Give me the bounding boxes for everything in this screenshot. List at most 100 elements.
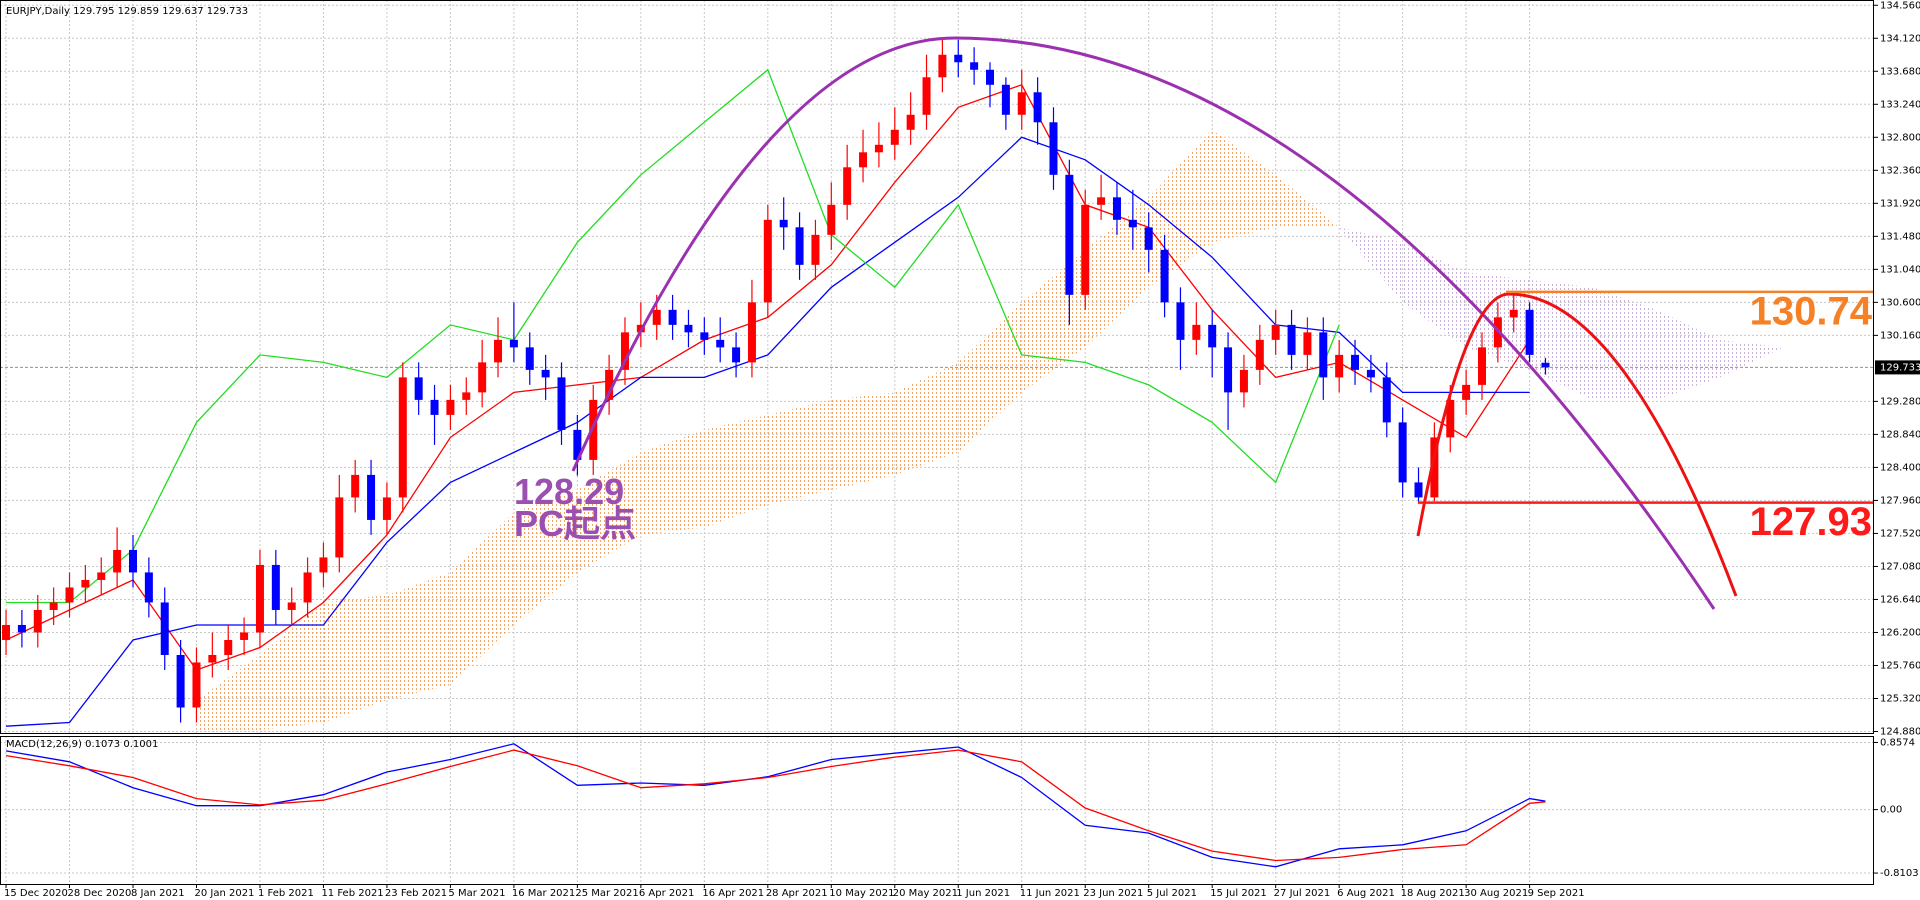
x-tick-label: 30 Aug 2021 (1464, 888, 1528, 899)
candle-body (1303, 332, 1312, 355)
candle-body (874, 144, 883, 153)
candle-body (240, 632, 249, 640)
cloud-segment (831, 392, 895, 490)
candle-body (478, 362, 487, 393)
x-tick-label: 9 Sep 2021 (1528, 888, 1585, 899)
candle-body (414, 377, 423, 400)
candle-body (620, 332, 629, 370)
candle-body (652, 309, 661, 325)
candle-body (81, 579, 90, 588)
candle-body (176, 654, 185, 708)
cloud-segment (577, 452, 641, 573)
cloud-segment (894, 362, 959, 475)
y-tick-label: 131.040 (1880, 264, 1920, 275)
candle-body (128, 549, 137, 573)
candle-body (827, 204, 836, 235)
x-tick-label: 18 Aug 2021 (1401, 888, 1465, 899)
candle-body (49, 602, 58, 610)
candle-body (1462, 384, 1471, 400)
candle-body (525, 347, 534, 370)
candle-body (1208, 324, 1217, 348)
candle-body (367, 474, 376, 520)
candle-body (33, 609, 42, 633)
candle-body (811, 234, 820, 265)
y-tick-label: 131.480 (1880, 231, 1920, 242)
candle-body (17, 624, 26, 633)
y-tick-label: 124.880 (1880, 726, 1920, 737)
candle-body (890, 129, 899, 145)
candle-body (382, 497, 391, 520)
candle-body (779, 219, 788, 228)
candle-body (1414, 482, 1423, 498)
candle-body (1112, 197, 1121, 220)
candle-body (1224, 347, 1233, 393)
candle-body (1319, 332, 1328, 378)
candle-body (589, 399, 598, 460)
main-header: EURJPY,Daily 129.795 129.859 129.637 129… (6, 6, 248, 17)
cloud-segment (640, 429, 705, 535)
level-label: 130.74 (1750, 289, 1873, 333)
cloud-segment (323, 594, 387, 723)
y-tick-label: 128.840 (1880, 429, 1920, 440)
x-tick-label: 16 Mar 2021 (512, 888, 575, 899)
candle-body (271, 564, 280, 610)
candle-body (1271, 324, 1280, 340)
candle-body (1001, 84, 1010, 115)
indicator-line (6, 68, 1340, 604)
candle-body (224, 639, 233, 655)
x-tick-label: 25 Mar 2021 (575, 888, 638, 899)
x-tick-label: 8 Jan 2021 (131, 888, 185, 899)
cloud-segment (450, 512, 514, 685)
y-tick-label: 125.320 (1880, 693, 1920, 704)
y-tick-label: 129.280 (1880, 396, 1920, 407)
candle-body (605, 369, 614, 400)
candle-body (668, 309, 677, 325)
candle-body (144, 572, 153, 603)
candle-body (747, 302, 756, 363)
candle-body (1287, 324, 1296, 355)
annotation-value: 128.29 (514, 471, 624, 512)
y-tick-label: 125.760 (1880, 660, 1920, 671)
candle-body (922, 77, 931, 115)
y-tick-label: 131.920 (1880, 198, 1920, 209)
candle-body (446, 399, 455, 415)
x-tick-label: 5 Mar 2021 (448, 888, 505, 899)
candle-body (192, 662, 201, 708)
cloud-segment (767, 399, 832, 505)
candle-body (1097, 197, 1106, 205)
candle-body (1525, 309, 1534, 355)
candle-body (1382, 377, 1391, 423)
candle-body (1366, 369, 1375, 378)
y-tick-label: 127.960 (1880, 495, 1920, 506)
candle-body (573, 429, 582, 460)
y-tick-label: 0.8574 (1880, 737, 1915, 748)
candle-body (335, 497, 344, 558)
candle-body (843, 167, 852, 205)
candle-body (351, 474, 360, 498)
candle-body (1081, 204, 1090, 295)
candle-body (1160, 249, 1169, 303)
cloud-segment (196, 654, 260, 730)
candle-body (255, 564, 264, 633)
cloud-segment (1212, 129, 1276, 243)
macd-title: MACD(12,26,9) (6, 739, 82, 750)
x-tick-label: 1 Feb 2021 (258, 888, 314, 899)
current-price-label: 129.733 (1880, 362, 1920, 373)
candle-body (319, 557, 328, 573)
candle-body (1509, 309, 1518, 318)
x-tick-label: 20 May 2021 (893, 888, 958, 899)
candle-body (1144, 227, 1153, 250)
x-tick-label: 16 Apr 2021 (702, 888, 764, 899)
candle-body (509, 339, 518, 348)
candle-body (1176, 302, 1185, 340)
y-tick-label: 130.160 (1880, 330, 1920, 341)
cloud-segment (704, 414, 768, 528)
y-tick-label: -0.8103 (1880, 868, 1919, 879)
candle-body (65, 587, 74, 603)
pc-arc (571, 36, 1716, 610)
candles (2, 39, 1550, 723)
x-tick-label: 6 Aug 2021 (1337, 888, 1395, 899)
symbol: EURJPY,Daily (6, 6, 70, 17)
candle-body (1446, 399, 1455, 438)
candle-body (1192, 324, 1201, 340)
